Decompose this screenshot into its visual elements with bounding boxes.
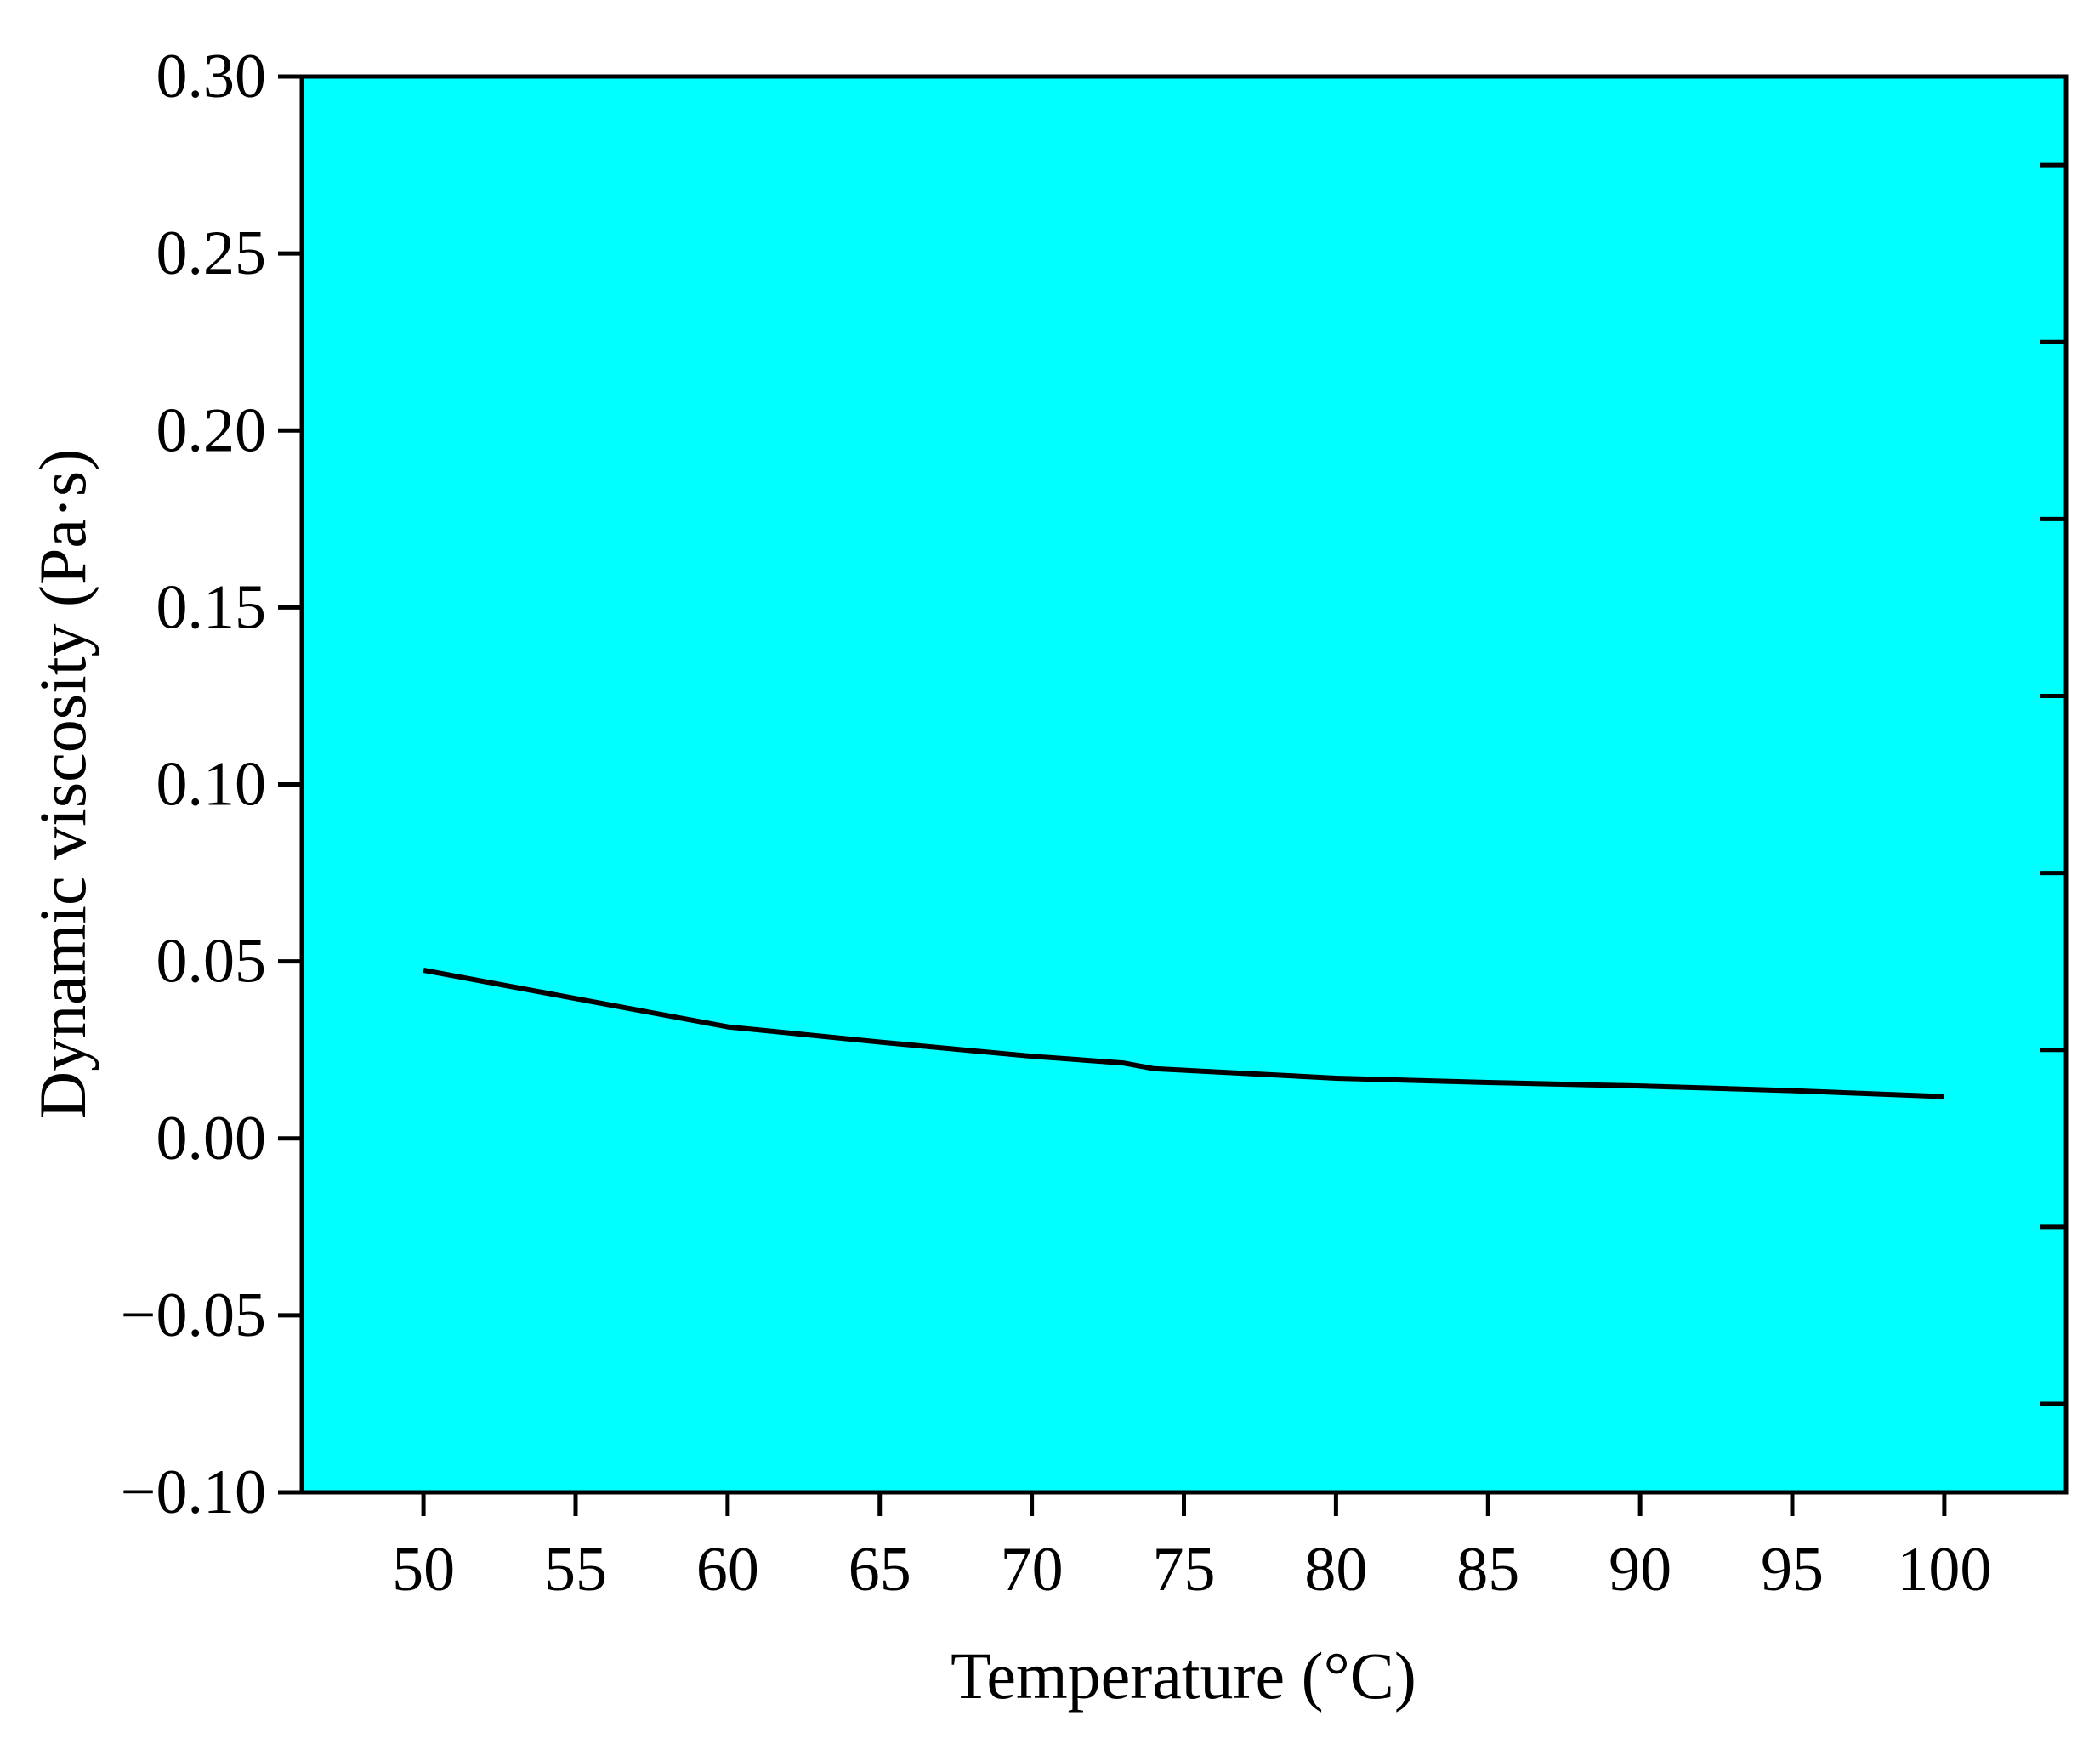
x-tick-label: 65 — [849, 1535, 911, 1605]
x-tick-label: 70 — [1001, 1535, 1064, 1605]
plot-background — [302, 77, 2066, 1492]
x-tick-label: 55 — [544, 1535, 607, 1605]
x-tick-label: 90 — [1609, 1535, 1671, 1605]
x-tick-label: 85 — [1456, 1535, 1519, 1605]
y-tick-label: −0.05 — [121, 1281, 266, 1350]
plot-frame — [299, 74, 2069, 1495]
x-tick-label: 95 — [1761, 1535, 1824, 1605]
series-line — [423, 968, 1945, 1099]
x-tick-label: 50 — [392, 1535, 455, 1605]
y-tick-label: −0.10 — [121, 1457, 266, 1527]
y-tick-label: 0.15 — [156, 572, 267, 642]
y-tick-label: 0.00 — [156, 1104, 267, 1173]
x-tick-label: 75 — [1153, 1535, 1216, 1605]
y-tick-label: 0.05 — [156, 927, 267, 997]
x-tick-label: 80 — [1304, 1535, 1367, 1605]
x-axis: 50 55 60 65 70 75 80 85 90 95 100 — [392, 1492, 1991, 1605]
x-tick-label: 100 — [1897, 1535, 1991, 1605]
y-tick-label: 0.10 — [156, 750, 267, 820]
y-tick-label: 0.20 — [156, 395, 267, 465]
y-axis: −0.10 −0.05 0.00 0.05 0.10 0.15 0.20 0.25 0.30 — [121, 42, 2066, 1527]
x-tick-label: 60 — [696, 1535, 759, 1605]
y-axis-title: Dynamic viscosity (Pa·s) — [26, 449, 99, 1120]
y-tick-label: 0.25 — [156, 219, 267, 288]
x-axis-title: Temperature (°C) — [951, 1639, 1416, 1713]
y-tick-label: 0.30 — [156, 42, 267, 111]
